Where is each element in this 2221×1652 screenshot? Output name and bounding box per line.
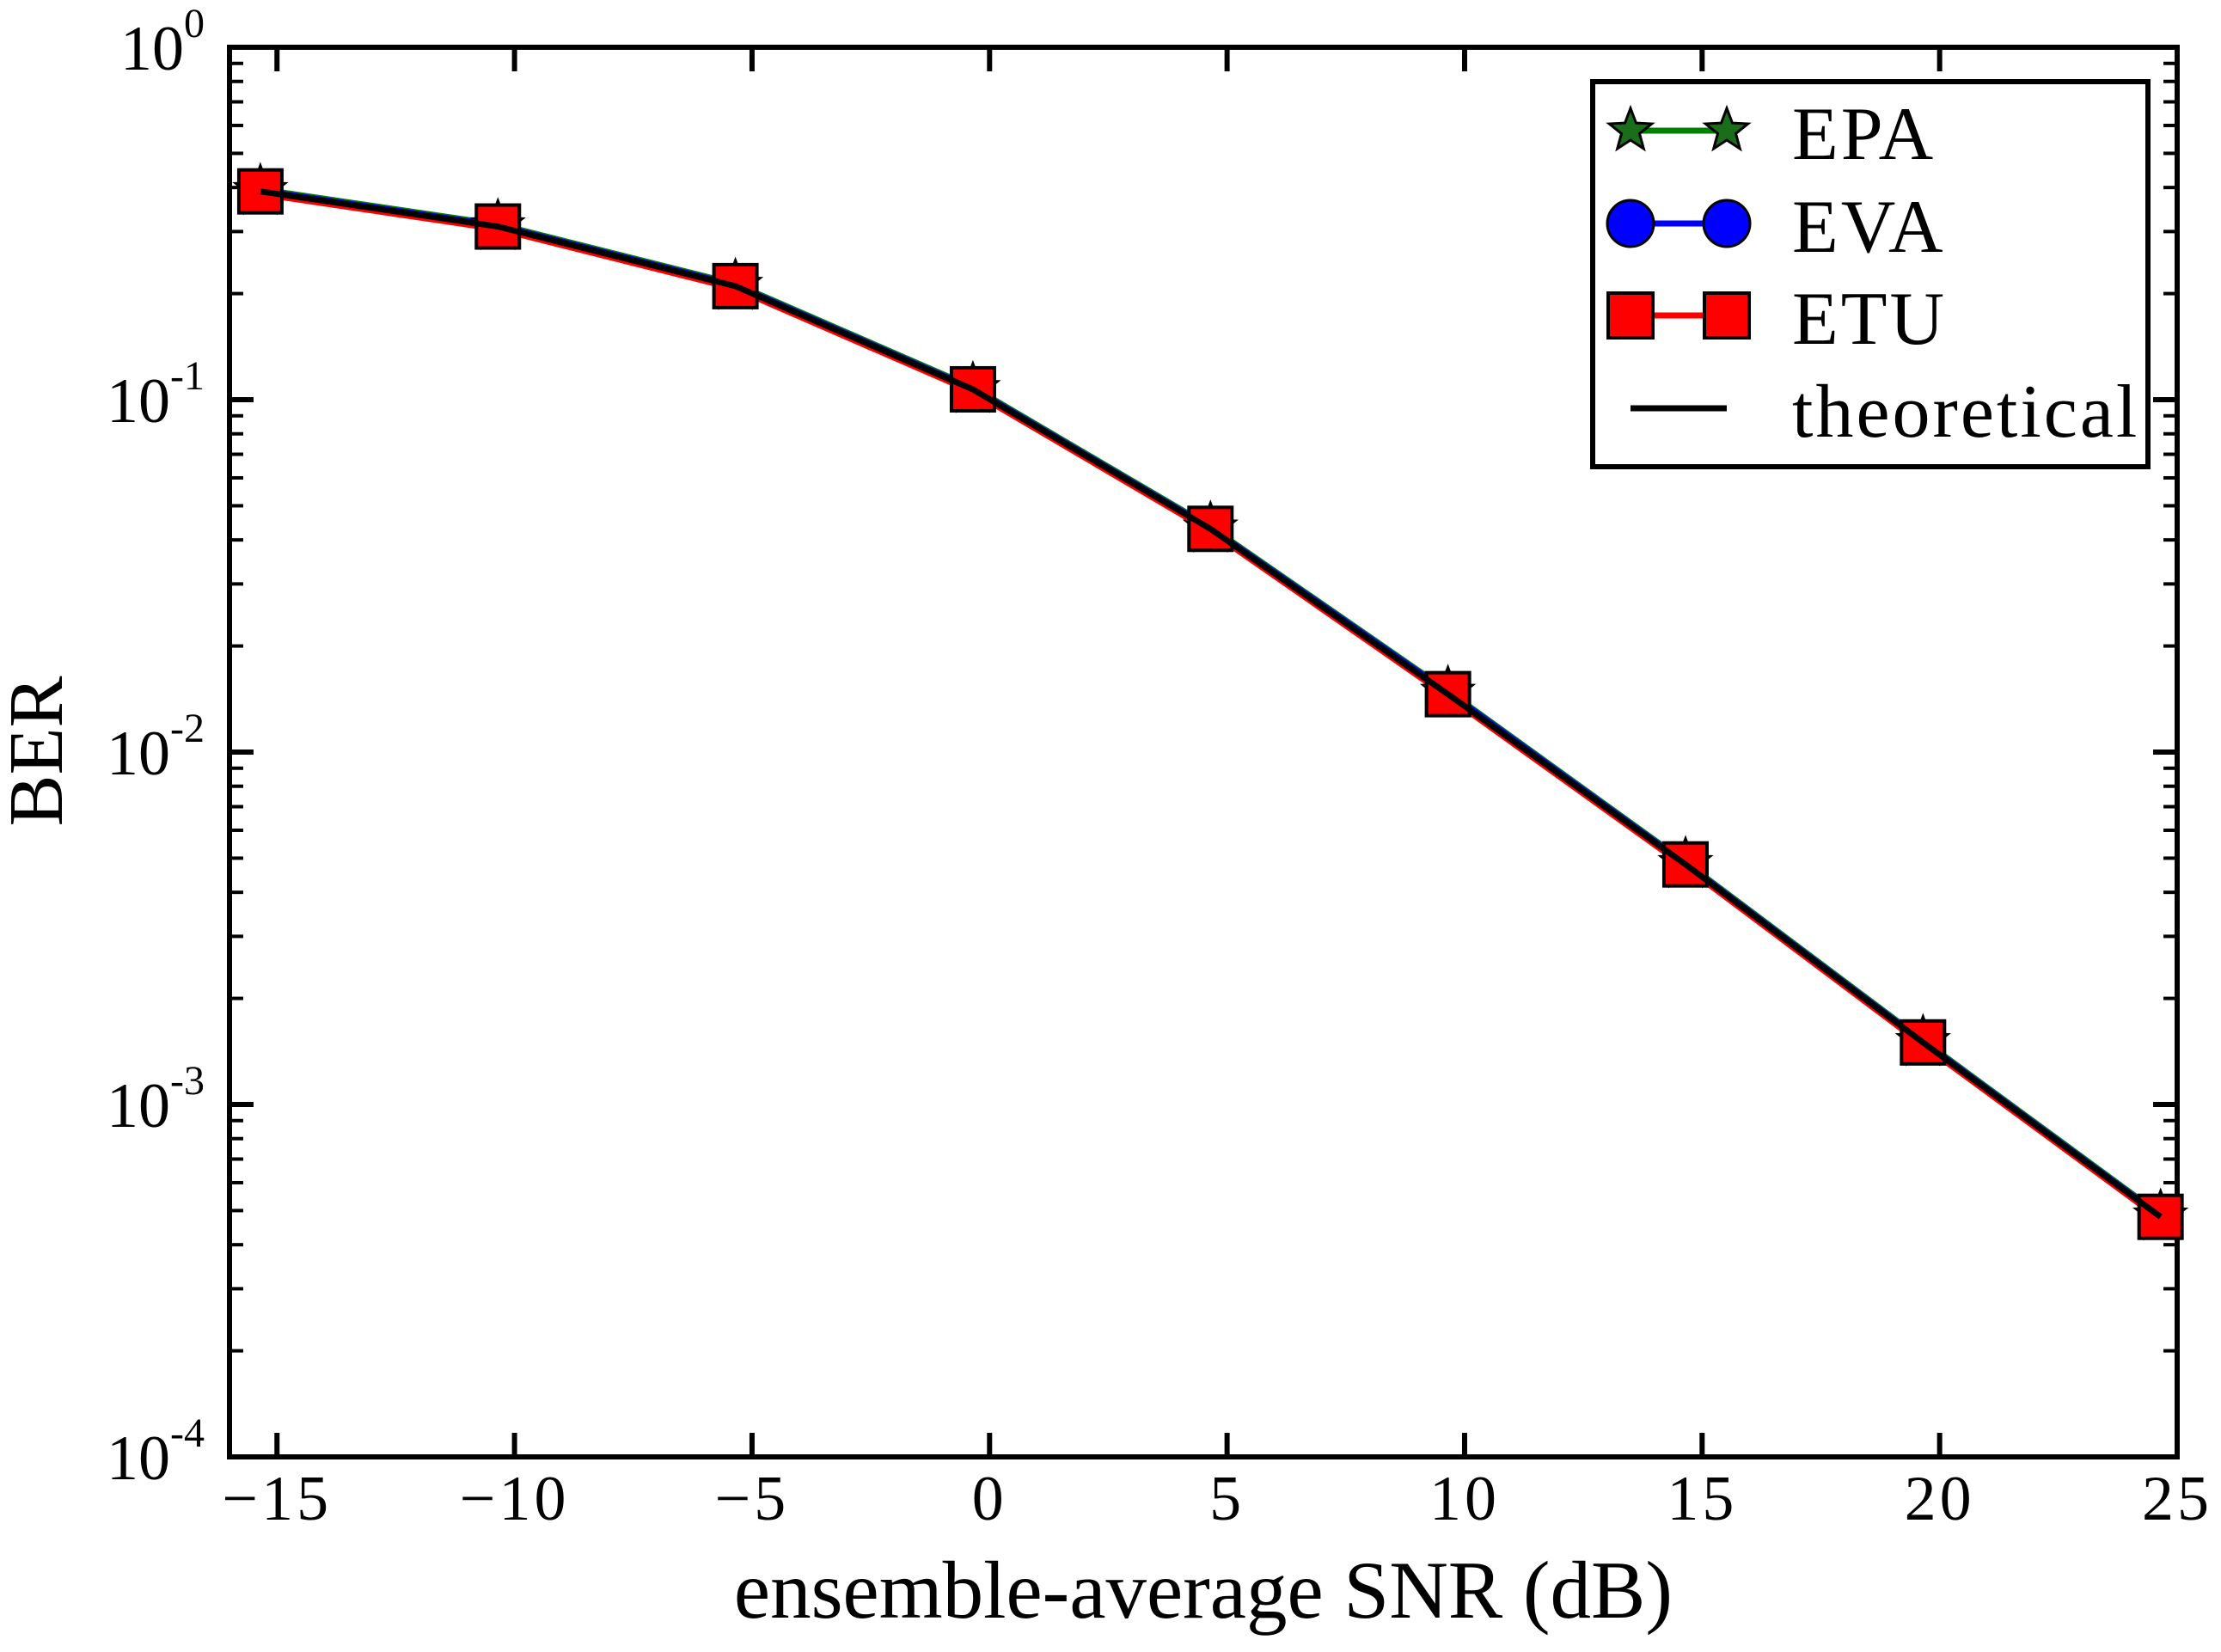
circle-marker: [1606, 199, 1655, 248]
x-tick-label: −15: [222, 1464, 332, 1534]
square-marker: [1703, 291, 1751, 340]
x-tick-label: 15: [1667, 1464, 1737, 1534]
legend-label-EVA: EVA: [1792, 186, 1946, 269]
y-tick-label: 10-3: [107, 1058, 205, 1141]
star-marker: [1702, 104, 1752, 152]
y-tick-label-exponent: -2: [170, 706, 205, 751]
y-tick-label-base: 10: [107, 1071, 170, 1141]
legend-label-theoretical: theoretical: [1792, 370, 2139, 454]
y-tick-label-base: 10: [120, 14, 184, 84]
square-marker: [2137, 1193, 2184, 1240]
x-tick-label: 0: [972, 1464, 1007, 1534]
y-tick-label-exponent: 0: [184, 1, 205, 46]
y-tick-label-exponent: -1: [170, 353, 205, 399]
x-tick-label: 25: [2142, 1464, 2212, 1534]
legend-label-EPA: EPA: [1792, 93, 1936, 176]
x-tick-label: 20: [1905, 1464, 1975, 1534]
y-tick-label-base: 10: [107, 366, 170, 437]
y-tick-label: 10-1: [107, 353, 205, 437]
y-tick-label-base: 10: [107, 719, 170, 789]
y-tick-label: 10-2: [107, 706, 205, 789]
square-marker: [1606, 291, 1655, 340]
y-axis-label: BER: [0, 676, 79, 826]
y-tick-label-exponent: -3: [170, 1058, 205, 1104]
circle-marker: [1702, 199, 1752, 248]
square-marker: [1661, 841, 1709, 888]
series-line-theoretical: [260, 188, 2163, 1220]
x-tick-label: −5: [715, 1464, 790, 1534]
legend-label-ETU: ETU: [1792, 278, 1947, 361]
y-tick-label: 100: [120, 1, 205, 84]
legend-box: [1590, 79, 2151, 469]
y-tick-label-exponent: -4: [170, 1410, 205, 1456]
square-marker: [712, 262, 759, 309]
y-tick-label-base: 10: [107, 1423, 170, 1494]
star-marker: [1606, 104, 1655, 152]
y-tick-label: 10-4: [107, 1410, 205, 1494]
x-axis-label: ensemble-average SNR (dB): [734, 1545, 1673, 1636]
x-tick-label: 5: [1209, 1464, 1245, 1534]
x-tick-label: −10: [460, 1464, 570, 1534]
x-tick-label: 10: [1429, 1464, 1500, 1534]
